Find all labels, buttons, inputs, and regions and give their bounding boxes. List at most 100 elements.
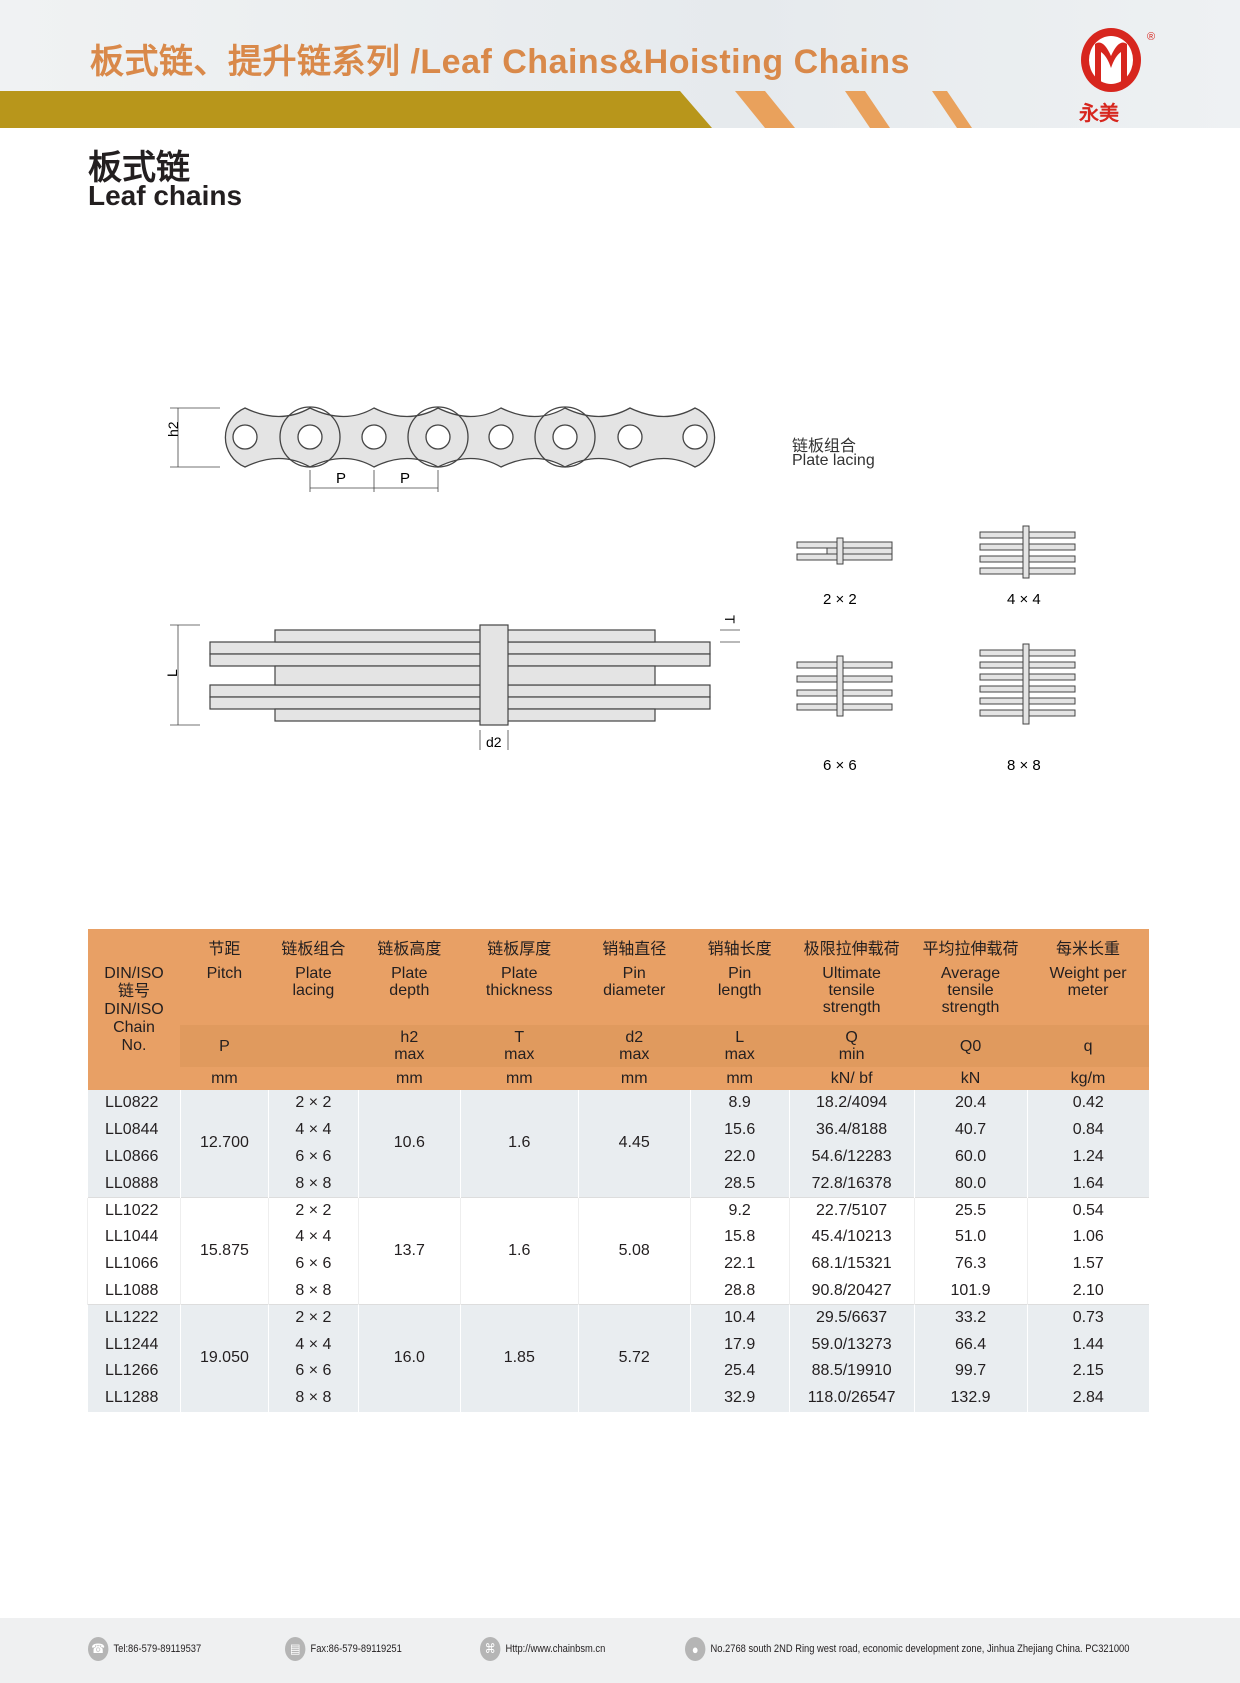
weight-per-meter: 1.57 — [1026, 1250, 1149, 1278]
stripe — [932, 91, 972, 128]
table-row: LL1288 8 × 8 32.9 118.0/26547 132.9 2.84 — [87, 1384, 1149, 1412]
average-strength: 25.5 — [913, 1196, 1028, 1224]
col-header-cn: 销轴长度 — [707, 941, 772, 958]
table-row: LL1066 6 × 6 22.1 68.1/15321 76.3 1.57 — [87, 1250, 1149, 1278]
h2-label: h2 — [165, 421, 181, 437]
fax-icon: ▤ — [285, 1637, 306, 1661]
web-link[interactable]: Http://www.chainbsm.cn — [505, 1643, 606, 1655]
ultimate-strength: 45.4/10213 — [788, 1223, 915, 1251]
col-symbol: q — [1027, 1025, 1149, 1067]
chain-drawing: h2 P P L T d2 — [164, 406, 740, 750]
col-header-cn: 极限拉伸载荷 — [803, 941, 900, 958]
col-unit: mm — [180, 1067, 269, 1090]
chain-no: LL0888 — [87, 1170, 181, 1198]
header-banner: 板式链、提升链系列 /Leaf Chains&Hoisting Chains ®… — [0, 0, 1240, 128]
plate-thickness: 1.85 — [459, 1303, 579, 1412]
pitch-label: P — [336, 470, 346, 487]
table-row: LL1222 19.050 2 × 2 16.0 1.85 5.72 10.4 29.5/66… — [87, 1303, 1149, 1412]
pitch: 15.875 — [179, 1196, 269, 1305]
chain-no: LL1244 — [87, 1331, 181, 1358]
plate-lacing: 2 × 2 — [267, 1090, 359, 1117]
col-header-cn: 链板高度 — [377, 941, 442, 958]
weight-per-meter: 1.44 — [1026, 1331, 1149, 1358]
average-strength: 99.7 — [913, 1357, 1028, 1385]
weight-per-meter: 2.15 — [1026, 1357, 1149, 1385]
L-label: L — [164, 669, 180, 677]
col-header: 链板高度 Plate depth — [358, 929, 461, 1025]
ultimate-strength: 36.4/8188 — [788, 1116, 915, 1144]
col-header-en: Plate lacing — [292, 965, 335, 999]
chain-no: LL1044 — [87, 1223, 181, 1251]
col-unit: mm — [358, 1067, 461, 1090]
average-strength: 40.7 — [913, 1116, 1028, 1144]
footer-web[interactable]: ⌘ Http://www.chainbsm.cn — [480, 1637, 605, 1661]
weight-per-meter: 1.64 — [1026, 1170, 1149, 1198]
table-row: LL1088 8 × 8 28.8 90.8/20427 101.9 2.10 — [87, 1277, 1149, 1305]
pin-length: 8.9 — [689, 1090, 790, 1117]
weight-per-meter: 0.84 — [1026, 1116, 1149, 1144]
col-header-cn: 链板组合 — [281, 941, 346, 958]
plate-lacing: 8 × 8 — [267, 1277, 359, 1305]
fax-text: Fax:86-579-89119251 — [310, 1643, 402, 1655]
col-unit: mm — [690, 1067, 790, 1090]
footer-fax: ▤ Fax:86-579-89119251 — [285, 1637, 402, 1661]
footer — [0, 1618, 1240, 1683]
pin-length: 15.6 — [689, 1116, 790, 1144]
average-strength: 132.9 — [913, 1384, 1028, 1412]
average-strength: 101.9 — [913, 1277, 1028, 1305]
col-unit: kN/ bf — [789, 1067, 915, 1090]
chain-no: LL1288 — [87, 1384, 181, 1412]
col-unit: mm — [460, 1067, 579, 1090]
col-symbol: P — [180, 1025, 269, 1067]
pin-length: 10.4 — [689, 1303, 790, 1332]
col-symbol — [268, 1025, 359, 1067]
plate-lacing: 4 × 4 — [267, 1116, 359, 1144]
plate-lacing: 8 × 8 — [267, 1170, 359, 1198]
phone-icon: ☎ — [88, 1637, 109, 1661]
pin-length: 32.9 — [689, 1384, 790, 1412]
weight-per-meter: 0.54 — [1026, 1196, 1149, 1224]
col-symbol: Q min — [789, 1025, 915, 1067]
registered-mark: ® — [1147, 31, 1155, 43]
chain-no: LL1066 — [87, 1250, 181, 1278]
ultimate-strength: 88.5/19910 — [788, 1357, 915, 1385]
pin-length: 22.0 — [689, 1143, 790, 1171]
pin-length: 17.9 — [689, 1331, 790, 1358]
pin-length: 9.2 — [689, 1196, 790, 1224]
plate-lacing-en: Plate lacing — [792, 452, 875, 469]
lacing-diagrams: 2 × 2 4 × 4 6 × 6 8 × 8 — [796, 525, 1076, 774]
plate-lacing: 2 × 2 — [267, 1196, 359, 1224]
ultimate-strength: 118.0/26547 — [788, 1384, 915, 1412]
plate-lacing: 4 × 4 — [267, 1223, 359, 1251]
average-strength: 80.0 — [913, 1170, 1028, 1198]
plate-depth: 16.0 — [357, 1303, 461, 1412]
pin-length: 22.1 — [689, 1250, 790, 1278]
weight-per-meter: 0.42 — [1026, 1090, 1149, 1117]
plate-depth: 10.6 — [357, 1090, 461, 1198]
col-header: 销轴长度 Pin length — [690, 929, 790, 1025]
footer-address: ● No.2768 south 2ND Ring west road, econo… — [685, 1637, 1129, 1661]
chain-no: LL0844 — [87, 1116, 181, 1144]
table-row: LL1244 4 × 4 17.9 59.0/13273 66.4 1.44 — [87, 1331, 1149, 1358]
pin-diameter: 5.72 — [577, 1303, 691, 1412]
col-symbol: Q0 — [914, 1025, 1028, 1067]
leaf-chain-spec-table: DIN/ISO 链号 DIN/ISO Chain No. 节距 Pitch 链板组合 P… — [87, 929, 1149, 1412]
table-row: LL0888 8 × 8 28.5 72.8/16378 80.0 1.64 — [87, 1170, 1149, 1198]
weight-per-meter: 2.10 — [1026, 1277, 1149, 1305]
ultimate-strength: 29.5/6637 — [788, 1303, 915, 1332]
plate-lacing: 4 × 4 — [267, 1331, 359, 1358]
chain-no: LL0822 — [87, 1090, 181, 1117]
col-header: 链板组合 Plate lacing — [268, 929, 359, 1025]
chain-no: LL1022 — [87, 1196, 181, 1224]
ultimate-strength: 68.1/15321 — [788, 1250, 915, 1278]
average-strength: 60.0 — [913, 1143, 1028, 1171]
pitch: 12.700 — [179, 1090, 269, 1198]
pitch-label: P — [400, 470, 410, 487]
header-title: 板式链、提升链系列 /Leaf Chains&Hoisting Chains — [90, 43, 910, 81]
plate-lacing: 6 × 6 — [267, 1357, 359, 1385]
plate-lacing: 2 × 2 — [267, 1303, 359, 1332]
page-title-cn: 板式链 — [88, 149, 190, 187]
lacing-label: 2 × 2 — [823, 591, 857, 608]
ultimate-strength: 54.6/12283 — [788, 1143, 915, 1171]
col-header-en: Average tensile strength — [940, 965, 1001, 1016]
